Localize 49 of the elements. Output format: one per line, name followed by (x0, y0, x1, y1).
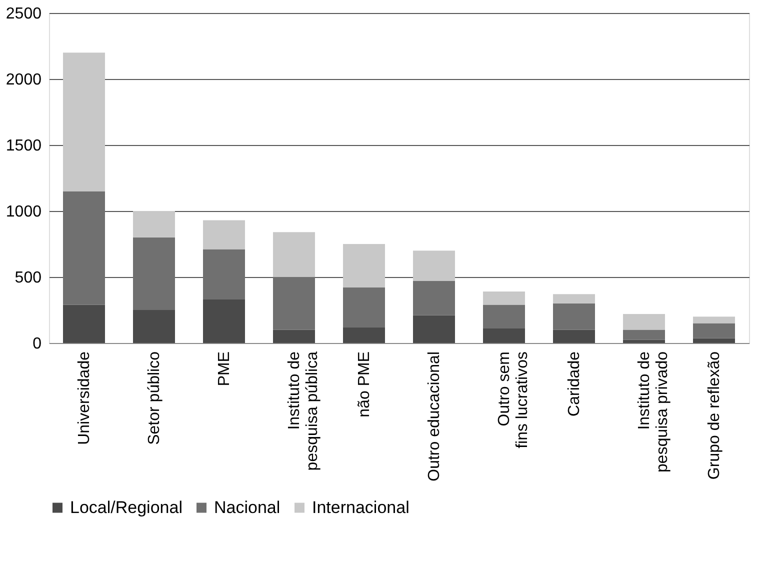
x-tick-label: Caridade (566, 351, 583, 416)
x-tick-label: Outro sem fins lucrativos (496, 352, 531, 448)
bar (63, 304, 105, 343)
bar (623, 340, 665, 343)
bar (623, 314, 665, 330)
y-tick-label: 1500 (6, 138, 42, 154)
bar (693, 338, 735, 343)
y-tick-label: 2500 (6, 6, 42, 22)
bar (693, 323, 735, 338)
x-tick-label: Setor público (146, 351, 163, 445)
y-tick-label: 1000 (6, 204, 42, 220)
bar (133, 310, 175, 343)
bar (343, 288, 385, 328)
bar (483, 304, 525, 328)
legend-label: Local/Regional (70, 498, 182, 517)
bar (413, 315, 455, 343)
bar (63, 52, 105, 192)
bar (273, 330, 315, 343)
x-tick-label: Instituto de pesquisa privado (636, 351, 671, 472)
bar (553, 330, 595, 343)
bar (343, 244, 385, 288)
x-tick-label: Grupo de reflexão (706, 351, 723, 480)
x-tick-label: Universidade (76, 351, 93, 445)
bar (343, 327, 385, 343)
bar (203, 299, 245, 343)
x-tick-label: não PME (356, 352, 373, 418)
bar (413, 250, 455, 281)
bar (273, 232, 315, 277)
bar (553, 303, 595, 330)
bar (203, 249, 245, 300)
bar (133, 237, 175, 310)
legend-label: Nacional (214, 498, 280, 517)
x-tick-label: Outro educacional (426, 352, 443, 482)
bar (693, 316, 735, 324)
bar (413, 280, 455, 316)
bar (133, 211, 175, 238)
bar (203, 220, 245, 250)
bar (483, 328, 525, 343)
bar (623, 330, 665, 340)
bar (63, 191, 105, 305)
y-tick-label: 500 (14, 270, 42, 286)
bar (273, 277, 315, 330)
x-tick-label: Instituto de pesquisa pública (286, 351, 321, 471)
legend-label: Internacional (312, 498, 410, 517)
bar (483, 292, 525, 305)
bar (553, 294, 595, 304)
y-tick-label: 0 (32, 336, 42, 352)
y-tick-label: 2000 (6, 72, 42, 88)
x-tick-label: PME (216, 352, 233, 386)
